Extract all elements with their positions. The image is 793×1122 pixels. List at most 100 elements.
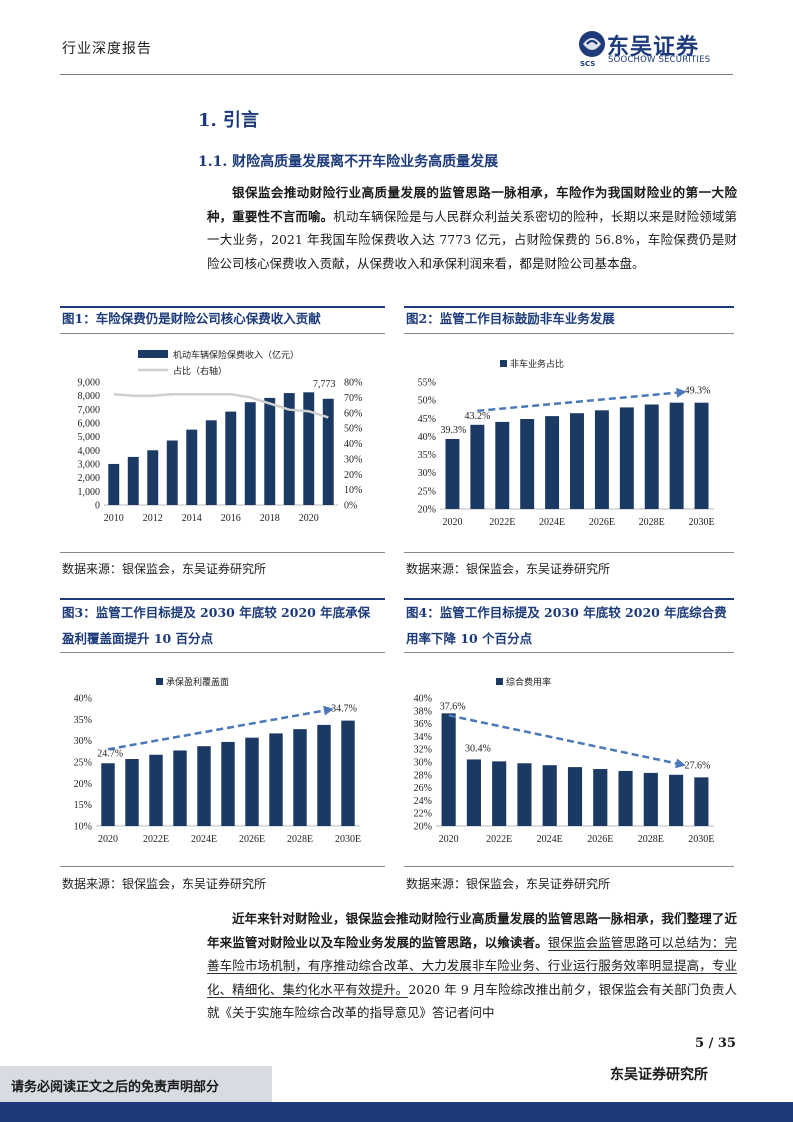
chart-bar — [166, 440, 178, 505]
chart-bar — [441, 713, 456, 826]
y-tick-label: 35% — [74, 715, 92, 726]
chart-bar — [293, 729, 307, 826]
y2-tick-label: 10% — [344, 485, 362, 496]
y2-tick-label: 0% — [344, 501, 357, 512]
footer-stripe — [0, 1102, 793, 1122]
figure4-chart: 20% 22% 24% 26% 28%30% 32% 34% 36% 38%40% 2020 202… — [414, 676, 715, 845]
y-tick-label: 26% — [414, 783, 432, 794]
y2-tick-label: 70% — [344, 393, 362, 404]
logo-chinese-name: 东吴证券 — [607, 35, 700, 60]
chart-bar — [245, 737, 259, 826]
chart-bar — [694, 402, 709, 509]
figure-rule — [60, 652, 385, 653]
y-tick-label: 55% — [418, 378, 436, 389]
chart-bar — [197, 746, 211, 826]
y2-tick-label: 30% — [344, 454, 362, 465]
x-tick-label: 2028E — [639, 517, 665, 528]
header-divider — [60, 74, 733, 75]
chart-bar — [517, 763, 532, 826]
policy-paragraph-bold: 近年来针对财险业，银保监会推动财险行业高质量发展的监管思路一脉相承，我们整理了近… — [207, 911, 737, 950]
chart-bar — [545, 416, 560, 509]
y-tick-label: 34% — [414, 732, 432, 743]
chart-bar — [495, 421, 510, 509]
legend-label: 综合费用率 — [506, 676, 551, 687]
y-tick-label: 30% — [74, 736, 92, 747]
chart-bar — [108, 463, 120, 505]
chart-bar — [173, 750, 187, 826]
figure-rule — [404, 866, 734, 867]
y2-tick-label: 50% — [344, 424, 362, 435]
figure2-title: 图2：监管工作目标鼓励非车业务发展 — [406, 311, 615, 326]
x-tick-label: 2020 — [442, 517, 462, 528]
legend-swatch — [500, 360, 507, 367]
chart-bar — [244, 402, 256, 505]
figure1-source: 数据来源：银保监会，东吴证券研究所 — [62, 562, 267, 576]
trend-arrow — [477, 391, 677, 413]
y2-tick-label: 60% — [344, 408, 362, 419]
x-tick-label: 2020 — [98, 834, 118, 845]
chart-bar — [542, 765, 557, 826]
y-tick-label: 20% — [418, 505, 436, 516]
y-tick-label: 40% — [414, 694, 432, 705]
data-label: 49.3% — [685, 386, 711, 397]
chart-bar — [303, 392, 315, 505]
x-tick-label: 2030E — [335, 834, 361, 845]
y-tick-label: 45% — [418, 414, 436, 425]
section-subheading: 1.1. 财险高质量发展离不开车险业务高质量发展 — [198, 154, 499, 170]
intro-paragraph-text: 机动车辆保险是与人民群众利益关系密切的险种，长期以来是财险领域第一大业务，202… — [207, 208, 737, 271]
intro-paragraph: 银保监会推动财险行业高质量发展的监管思路一脉相承，车险作为我国财险业的第一大险种… — [207, 181, 737, 275]
chart-bar — [619, 407, 634, 509]
data-label: 7,773 — [313, 379, 336, 390]
chart-bar — [186, 429, 198, 505]
chart-bar — [594, 410, 609, 509]
chart-bar — [221, 741, 235, 826]
x-tick-label: 2028E — [638, 834, 664, 845]
y-tick-label: 20% — [414, 822, 432, 833]
figure1-chart: 0 1,000 2,000 3,000 4,000 5,000 6,000 7,000 8,00… — [78, 349, 363, 524]
page-number: 5 / 35 — [695, 1036, 736, 1051]
chart-bar — [644, 404, 659, 509]
chart-bar — [149, 754, 163, 826]
disclaimer-text: 请务必阅读正文之后的免责声明部分 — [11, 1080, 220, 1095]
legend-swatch — [496, 678, 503, 685]
data-label: 37.6% — [440, 701, 466, 712]
y-tick-label: 8,000 — [78, 391, 101, 402]
figure-rule — [404, 552, 734, 553]
logo-mark-text: SCS — [580, 60, 595, 68]
figure-rule — [60, 552, 385, 553]
figure4-source: 数据来源：银保监会，东吴证券研究所 — [406, 877, 611, 891]
figure-rule — [404, 598, 734, 600]
legend-label: 机动车辆保险保费收入（亿元） — [173, 349, 299, 360]
x-tick-label: 2030E — [688, 517, 714, 528]
chart-bar — [643, 772, 658, 826]
trend-arrow — [107, 709, 325, 751]
x-tick-label: 2026E — [587, 834, 613, 845]
data-label: 43.2% — [464, 411, 490, 422]
y-tick-label: 40% — [418, 432, 436, 443]
x-tick-label: 2024E — [191, 834, 217, 845]
figure-rule — [60, 306, 385, 308]
legend-label: 占比（右轴） — [173, 365, 227, 376]
chart-bar — [567, 767, 583, 826]
trend-arrow-head — [323, 705, 334, 716]
disclaimer-bar — [0, 1066, 272, 1102]
x-tick-label: 2024E — [537, 834, 563, 845]
x-tick-label: 2022E — [489, 517, 515, 528]
y-tick-label: 50% — [418, 396, 436, 407]
y2-tick-label: 80% — [344, 378, 362, 389]
legend-label: 非车业务占比 — [510, 358, 564, 369]
y2-tick-label: 20% — [344, 470, 362, 481]
chart-bar — [520, 419, 535, 509]
trend-arrow — [448, 714, 677, 765]
trend-arrow-head — [676, 387, 687, 398]
footer-org: 东吴证券研究所 — [610, 1067, 708, 1083]
y-tick-label: 2,000 — [78, 473, 101, 484]
chart-bar — [322, 398, 334, 505]
chart-bar — [269, 733, 283, 826]
chart-bar — [445, 438, 460, 509]
y-tick-label: 20% — [74, 779, 92, 790]
intro-paragraph-bold: 银保监会推动财险行业高质量发展的监管思路一脉相承，车险作为我国财险业的第一大险种… — [207, 185, 737, 224]
figure3-source: 数据来源：银保监会，东吴证券研究所 — [62, 877, 267, 891]
legend-label: 承保盈利覆盖面 — [166, 676, 229, 687]
data-label: 27.6% — [684, 760, 710, 771]
